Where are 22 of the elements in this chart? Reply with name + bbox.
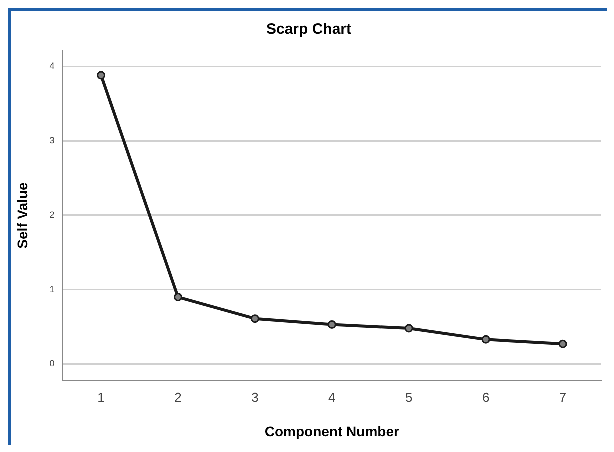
point [482,335,490,344]
y-axis-title: Self Value [14,182,30,249]
y-tick-label: 3 [50,136,55,146]
x-tick-label: 4 [328,390,336,405]
y-tick-label: 2 [50,210,55,220]
x-axis-title: Component Number [264,423,400,440]
x-tick-label: 2 [174,390,182,405]
point [174,293,182,302]
x-tick-label: 7 [559,390,567,405]
chart-title: Scarp Chart [266,21,352,38]
y-tick-label: 0 [50,358,55,369]
y-tick-label: 4 [50,61,55,72]
point [328,320,336,330]
x-tick-label: 5 [405,390,413,405]
x-tick-label: 6 [482,390,490,405]
point [404,324,414,333]
point [558,340,568,348]
x-tick-label: 1 [98,390,105,405]
point [250,314,260,324]
y-tick-label: 1 [50,284,55,294]
point [97,71,106,80]
x-tick-label: 3 [252,390,259,405]
